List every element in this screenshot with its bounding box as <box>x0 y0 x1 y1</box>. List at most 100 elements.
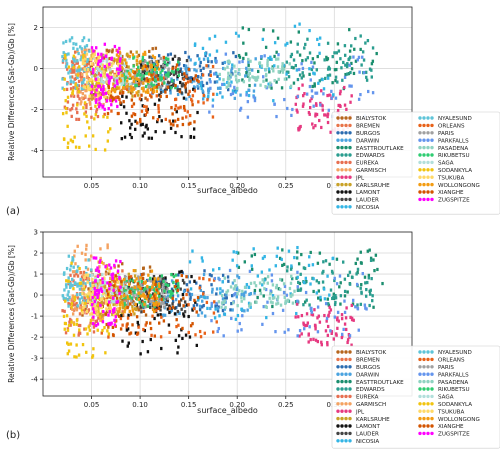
data-point <box>103 289 106 293</box>
data-point <box>310 60 313 64</box>
data-point <box>221 273 225 277</box>
data-point <box>66 67 69 71</box>
data-point <box>96 292 99 297</box>
data-point <box>105 294 108 298</box>
legend-marker <box>344 409 348 413</box>
data-point <box>265 72 268 77</box>
data-point <box>79 302 82 307</box>
data-point <box>371 294 374 298</box>
data-point <box>88 282 92 286</box>
data-point <box>101 328 104 333</box>
data-point <box>161 289 165 293</box>
data-point <box>333 276 336 280</box>
data-point <box>67 302 70 306</box>
legend-marker <box>344 116 348 120</box>
data-point <box>73 303 76 307</box>
data-point <box>240 292 243 297</box>
legend-entry: EUREKA <box>336 161 379 167</box>
legend-label: KARLSRUHE <box>356 183 390 189</box>
data-point <box>104 91 108 95</box>
panel-label: (b) <box>6 430 20 441</box>
data-point <box>102 56 106 60</box>
data-point <box>308 99 312 103</box>
data-point <box>74 83 77 87</box>
data-point <box>122 100 125 104</box>
data-point <box>194 61 197 65</box>
data-point <box>232 51 235 55</box>
data-point <box>124 287 128 292</box>
data-point <box>178 302 181 307</box>
legend-entry: BIALYSTOK <box>336 350 386 356</box>
data-point <box>275 283 279 288</box>
legend-marker <box>418 138 422 142</box>
data-point <box>102 310 105 314</box>
data-point <box>82 53 85 58</box>
data-point <box>333 302 337 307</box>
data-point <box>132 87 135 91</box>
data-point <box>91 273 94 277</box>
data-point <box>89 57 92 62</box>
data-point <box>207 64 210 68</box>
data-point <box>248 292 251 297</box>
data-point <box>308 325 311 329</box>
data-point <box>234 317 238 321</box>
data-point <box>83 45 87 49</box>
data-point <box>89 302 93 306</box>
data-point <box>202 93 205 98</box>
data-point <box>121 86 125 90</box>
data-point <box>90 97 94 101</box>
y-tick-label: -2 <box>31 106 38 114</box>
data-point <box>105 48 108 52</box>
data-point <box>170 105 173 110</box>
data-point <box>313 82 316 86</box>
data-point <box>247 27 251 32</box>
data-point <box>124 296 127 300</box>
legend-label: NYALESUND <box>438 350 472 356</box>
data-point <box>346 62 349 66</box>
data-point <box>94 301 98 305</box>
data-point <box>282 63 285 67</box>
data-point <box>75 322 79 326</box>
data-point <box>98 93 101 97</box>
data-point <box>176 309 180 314</box>
data-point <box>84 53 87 58</box>
data-point <box>144 113 148 117</box>
data-point <box>63 77 66 81</box>
data-point <box>183 300 187 304</box>
data-point <box>214 304 217 308</box>
data-point <box>175 110 178 114</box>
legend-marker <box>426 131 430 135</box>
data-point <box>333 51 336 55</box>
data-point <box>142 81 145 85</box>
data-point <box>112 302 115 307</box>
data-point <box>87 62 90 66</box>
data-point <box>95 46 98 50</box>
data-point <box>75 318 79 322</box>
data-point <box>100 289 104 294</box>
data-point <box>97 105 101 109</box>
data-point <box>113 307 116 311</box>
data-point <box>218 278 221 282</box>
data-point <box>155 60 159 64</box>
data-point <box>81 72 84 77</box>
data-point <box>244 52 248 56</box>
data-point <box>266 64 269 68</box>
data-point <box>101 104 105 108</box>
data-point <box>100 62 103 66</box>
data-point <box>184 67 187 71</box>
data-point <box>189 287 193 291</box>
data-point <box>91 312 94 316</box>
data-point <box>318 36 322 40</box>
data-point <box>107 332 111 336</box>
data-point <box>165 85 168 89</box>
data-point <box>346 273 350 277</box>
data-point <box>103 94 106 98</box>
data-point <box>166 296 170 300</box>
data-point <box>222 78 225 82</box>
data-point <box>330 89 333 93</box>
data-point <box>219 287 222 291</box>
data-point <box>89 312 92 316</box>
data-point <box>181 326 184 331</box>
data-point <box>68 320 71 324</box>
data-point <box>144 64 148 69</box>
